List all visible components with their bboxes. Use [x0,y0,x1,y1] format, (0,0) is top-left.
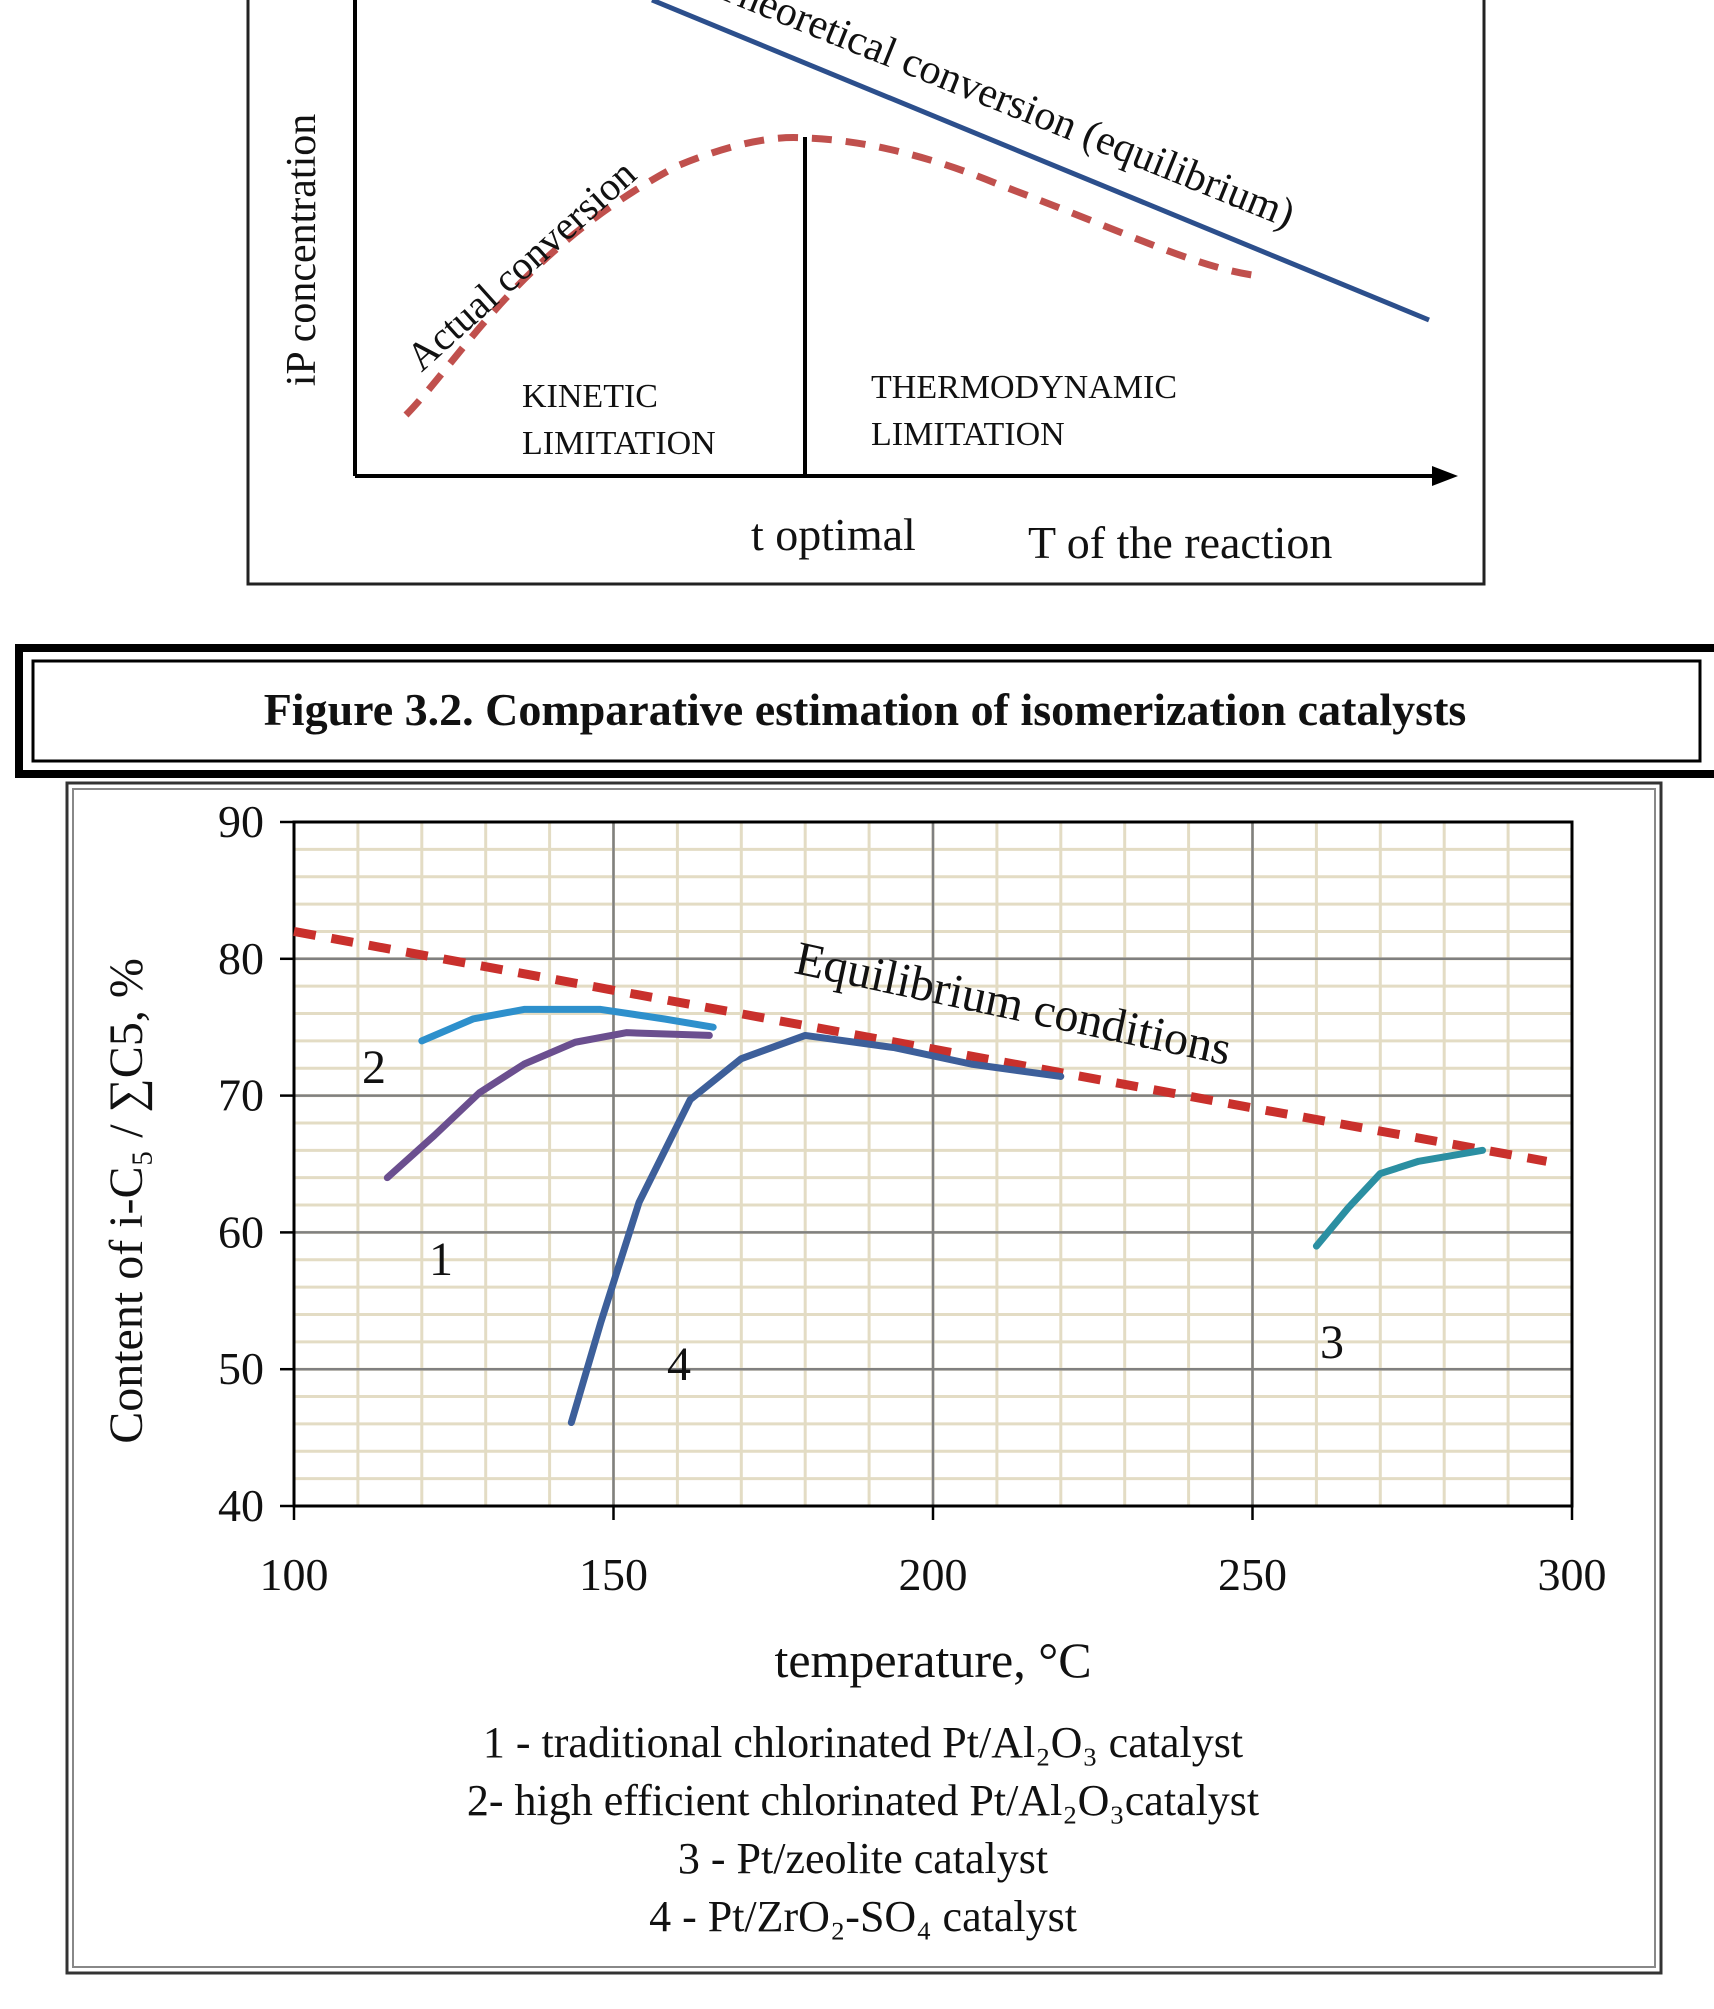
equilibrium-line [293,927,1548,1166]
arrow [1432,466,1458,486]
top-frame [246,0,1486,586]
series-label: 1 [429,1233,453,1286]
zone-label: KINETIC [522,378,658,415]
series-label: 3 [1320,1316,1344,1369]
theoretical-label: Theoretical conversion (equilibrium) [709,0,1302,237]
x-tick-label: 100 [260,1549,329,1600]
chart-inner-frame [72,788,1656,1968]
series-line [567,1031,1065,1427]
series-line [1312,1146,1487,1250]
caption-inner-frame [31,659,1702,763]
chart: 40 50 60 70 80 90 100 150 200 250 300 temperature, … [100,796,1607,1941]
x-tick-label: 150 [579,1549,648,1600]
series-line [383,1029,713,1182]
x-tick-label: 300 [1538,1549,1607,1600]
actual-curve [403,134,1253,418]
caption-frame [15,644,1714,778]
x-axis-title: T of the reaction [1028,517,1332,568]
series-line [418,1005,717,1045]
y-tick-label: 60 [218,1206,264,1257]
y-tick-label: 50 [218,1343,264,1394]
y-tick-label: 80 [218,933,264,984]
x-tick-label: 250 [1218,1549,1287,1600]
actual-label: Actual conversion [397,151,644,380]
series-label: 4 [667,1338,691,1391]
y-axis-title: iP concentration [279,114,325,387]
series-label: 2 [362,1041,386,1094]
chart-frame [65,781,1663,1975]
x-axis-title: temperature, °C [774,1632,1091,1688]
y-tick-label: 40 [218,1480,264,1531]
legend-entry: 1 - traditional chlorinated Pt/Al₂O₃ cat… [483,1718,1243,1767]
legend-entry: 2- high efficient chlorinated Pt/Al₂O₃ca… [467,1776,1259,1825]
x-tick-label: t optimal [751,509,916,560]
y-tick-label: 90 [218,796,264,847]
legend-entry: 4 - Pt/ZrO₂-SO₄ catalyst [649,1892,1077,1941]
zone-label: LIMITATION [871,416,1065,453]
legend-entry: 3 - Pt/zeolite catalyst [678,1834,1048,1883]
figure-caption: Figure 3.2. Comparative estimation of is… [264,684,1467,735]
y-tick-label: 70 [218,1070,264,1121]
zone-label: LIMITATION [522,425,716,462]
x-tick-label: 200 [899,1549,968,1600]
zone-label: THERMODYNAMIC [871,369,1177,406]
y-axis-title: Content of i-C₅ / ∑C5, % [100,958,153,1444]
equilibrium-curve [651,0,1430,323]
plot-border [292,820,1574,1508]
